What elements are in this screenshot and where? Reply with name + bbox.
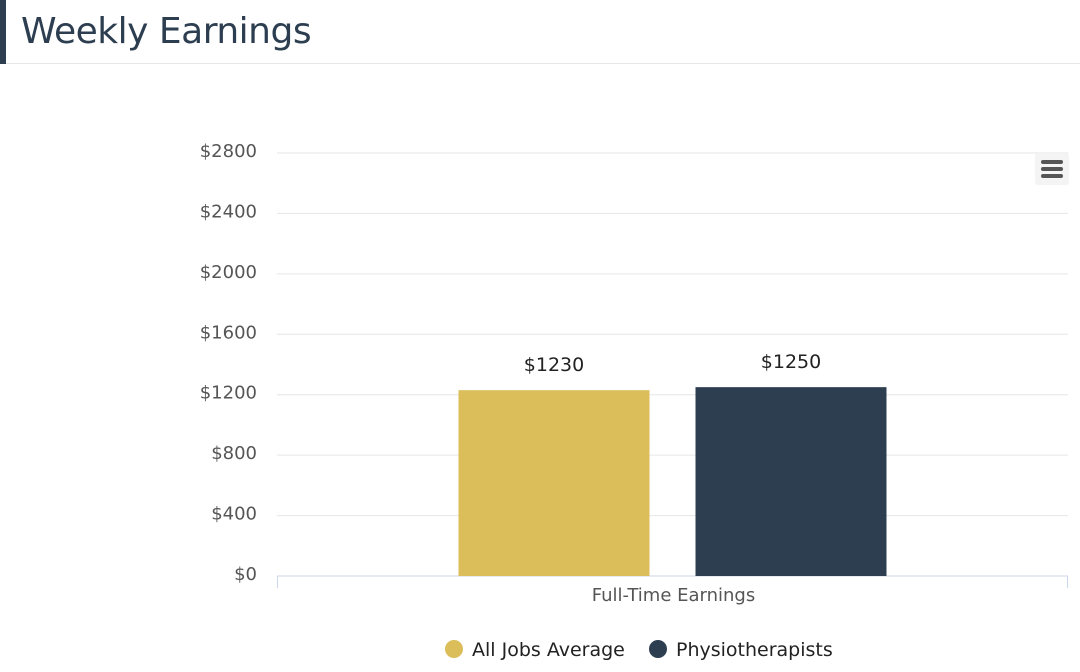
bar-physiotherapists [695, 387, 887, 576]
grid-lines [277, 152, 1068, 517]
page-title: Weekly Earnings [21, 11, 312, 52]
legend: All Jobs Average Physiotherapists [445, 639, 833, 661]
header-accent-bar [0, 0, 6, 64]
legend-label: Physiotherapists [676, 639, 833, 661]
section-header: Weekly Earnings [0, 0, 1080, 64]
y-tick-label: $2800 [200, 141, 257, 162]
bars [458, 387, 887, 576]
y-tick-label: $0 [234, 564, 257, 585]
y-tick-label: $1600 [200, 322, 257, 343]
legend-marker [445, 640, 463, 658]
bar-all-jobs-average [458, 390, 650, 576]
y-tick-label: $1200 [200, 383, 257, 404]
axes: $0 $400 $800 $1200 $1600 $2000 $2400 $2800 Full-… [200, 141, 1068, 606]
legend-label: All Jobs Average [472, 639, 625, 661]
y-tick-label: $400 [211, 504, 257, 525]
y-tick-label: $2000 [200, 262, 257, 283]
data-label: $1230 [524, 354, 584, 376]
data-label: $1250 [761, 351, 821, 373]
hamburger-menu-icon[interactable] [1035, 153, 1069, 185]
x-tick-label: Full-Time Earnings [592, 585, 756, 606]
legend-marker [649, 640, 667, 658]
y-tick-label: $800 [211, 443, 257, 464]
data-labels: $1230 $1250 [524, 351, 821, 376]
y-tick-label: $2400 [200, 201, 257, 222]
